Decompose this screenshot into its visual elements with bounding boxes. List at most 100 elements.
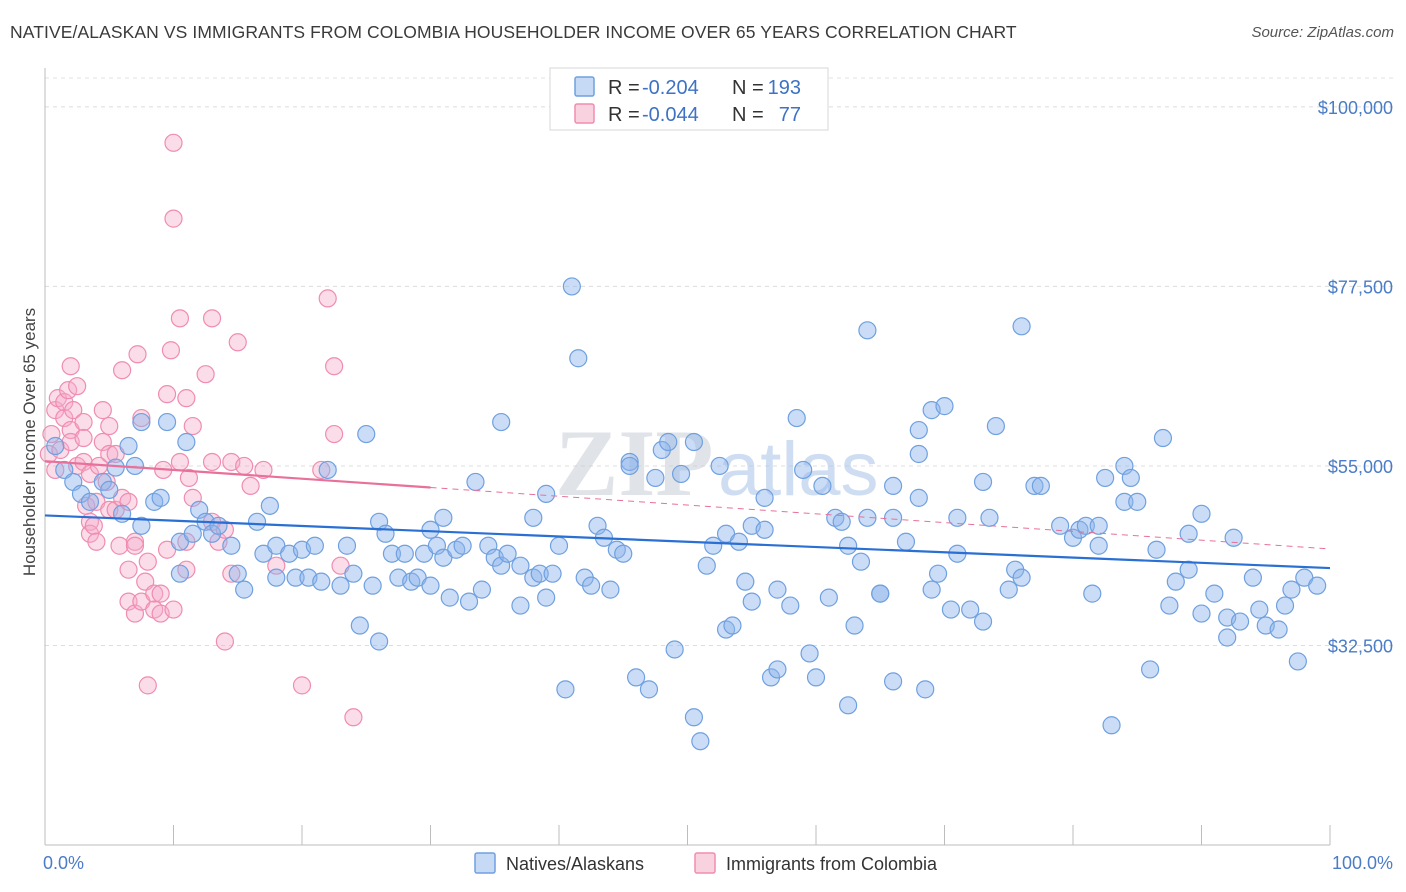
- watermark-zip: ZIP: [555, 410, 713, 516]
- point-natives-96: [665, 640, 684, 659]
- watermark: ZIP atlas: [555, 410, 879, 516]
- point-natives-64: [472, 580, 491, 599]
- point-natives-62: [459, 592, 479, 611]
- point-colombia-12: [64, 401, 83, 420]
- point-natives-45: [370, 632, 389, 651]
- point-natives-79: [556, 680, 575, 699]
- series-colombia-points: [39, 133, 363, 727]
- y-tick-label-0: $100,000: [1318, 98, 1393, 118]
- y-tick-labels: $100,000 $77,500 $55,000 $32,500: [1318, 98, 1393, 657]
- y-tick-label-3: $32,500: [1328, 636, 1393, 656]
- point-natives-159: [1051, 516, 1070, 535]
- point-natives-144: [935, 397, 954, 416]
- point-natives-192: [1288, 652, 1307, 671]
- point-natives-92: [639, 680, 659, 699]
- point-natives-120: [806, 668, 826, 687]
- point-colombia-79: [241, 476, 260, 496]
- point-natives-9: [119, 436, 138, 456]
- point-natives-115: [768, 660, 787, 679]
- point-natives-102: [704, 536, 723, 555]
- point-natives-99: [684, 708, 704, 727]
- trend-line-natives: [44, 514, 1331, 570]
- point-natives-121: [813, 476, 832, 496]
- point-natives-63: [466, 472, 485, 492]
- point-colombia-59: [164, 209, 183, 228]
- point-natives-12: [132, 412, 151, 432]
- point-natives-166: [1096, 468, 1115, 488]
- point-colombia-83: [312, 460, 331, 480]
- point-natives-74: [530, 564, 549, 583]
- point-natives-73: [524, 508, 543, 527]
- point-colombia-69: [202, 452, 222, 472]
- point-colombia-77: [228, 333, 247, 352]
- point-natives-100: [691, 732, 710, 751]
- point-natives-152: [986, 416, 1006, 436]
- point-natives-148: [961, 600, 980, 619]
- point-natives-171: [1128, 492, 1147, 511]
- point-natives-71: [511, 556, 530, 575]
- point-natives-23: [209, 516, 228, 535]
- point-colombia-78: [235, 456, 254, 476]
- point-natives-38: [318, 460, 337, 480]
- point-natives-26: [235, 580, 254, 599]
- series-legend-swatch-natives: [474, 852, 496, 874]
- point-natives-140: [916, 680, 935, 699]
- point-natives-135: [883, 508, 903, 527]
- point-colombia-75: [222, 564, 241, 583]
- point-natives-128: [851, 552, 871, 571]
- point-colombia-64: [177, 389, 196, 408]
- point-natives-4: [80, 492, 100, 511]
- point-natives-75: [537, 588, 556, 607]
- chart-source: Source: ZipAtlas.com: [1251, 24, 1394, 41]
- point-natives-86: [601, 580, 620, 599]
- point-natives-139: [909, 444, 928, 464]
- point-natives-162: [1076, 516, 1095, 535]
- point-natives-90: [620, 456, 639, 476]
- series-legend-swatch-colombia: [694, 852, 716, 874]
- point-colombia-11: [61, 357, 80, 376]
- point-colombia-60: [170, 452, 190, 472]
- y-axis-label: Householder Income Over 65 years: [20, 308, 39, 576]
- point-natives-150: [973, 472, 993, 492]
- point-colombia-44: [132, 408, 151, 428]
- point-natives-129: [858, 508, 877, 527]
- axes: [44, 68, 1331, 846]
- point-natives-91: [626, 668, 646, 687]
- point-natives-186: [1243, 568, 1263, 587]
- point-natives-80: [562, 277, 581, 296]
- legend-n-value-natives: 193: [768, 77, 801, 99]
- point-natives-145: [941, 600, 961, 619]
- point-natives-36: [305, 536, 324, 555]
- point-natives-108: [736, 572, 755, 591]
- point-natives-6: [100, 480, 119, 499]
- point-natives-68: [492, 412, 511, 432]
- point-natives-40: [337, 536, 357, 555]
- watermark-atlas: atlas: [718, 427, 879, 512]
- point-natives-147: [948, 508, 967, 527]
- point-natives-27: [247, 512, 267, 531]
- point-natives-190: [1275, 596, 1295, 615]
- point-natives-44: [363, 576, 382, 595]
- point-natives-170: [1121, 468, 1140, 488]
- point-colombia-1: [42, 424, 61, 444]
- point-natives-163: [1083, 584, 1102, 603]
- point-natives-55: [421, 520, 440, 539]
- point-natives-167: [1102, 716, 1121, 735]
- point-natives-114: [768, 580, 787, 599]
- point-colombia-8: [59, 381, 78, 400]
- x-axis-min-label: 0.0%: [43, 853, 84, 873]
- point-natives-149: [973, 612, 993, 631]
- point-natives-37: [312, 572, 331, 591]
- point-colombia-43: [128, 345, 147, 364]
- point-natives-181: [1205, 584, 1224, 603]
- point-natives-48: [382, 544, 402, 563]
- point-colombia-55: [157, 385, 177, 404]
- point-natives-180: [1192, 604, 1211, 623]
- y-tick-label-2: $55,000: [1328, 457, 1393, 477]
- point-natives-187: [1250, 600, 1269, 619]
- point-natives-7: [106, 458, 125, 477]
- point-natives-179: [1192, 504, 1211, 523]
- point-colombia-48: [138, 552, 157, 571]
- point-natives-174: [1153, 428, 1173, 448]
- point-natives-118: [794, 460, 813, 480]
